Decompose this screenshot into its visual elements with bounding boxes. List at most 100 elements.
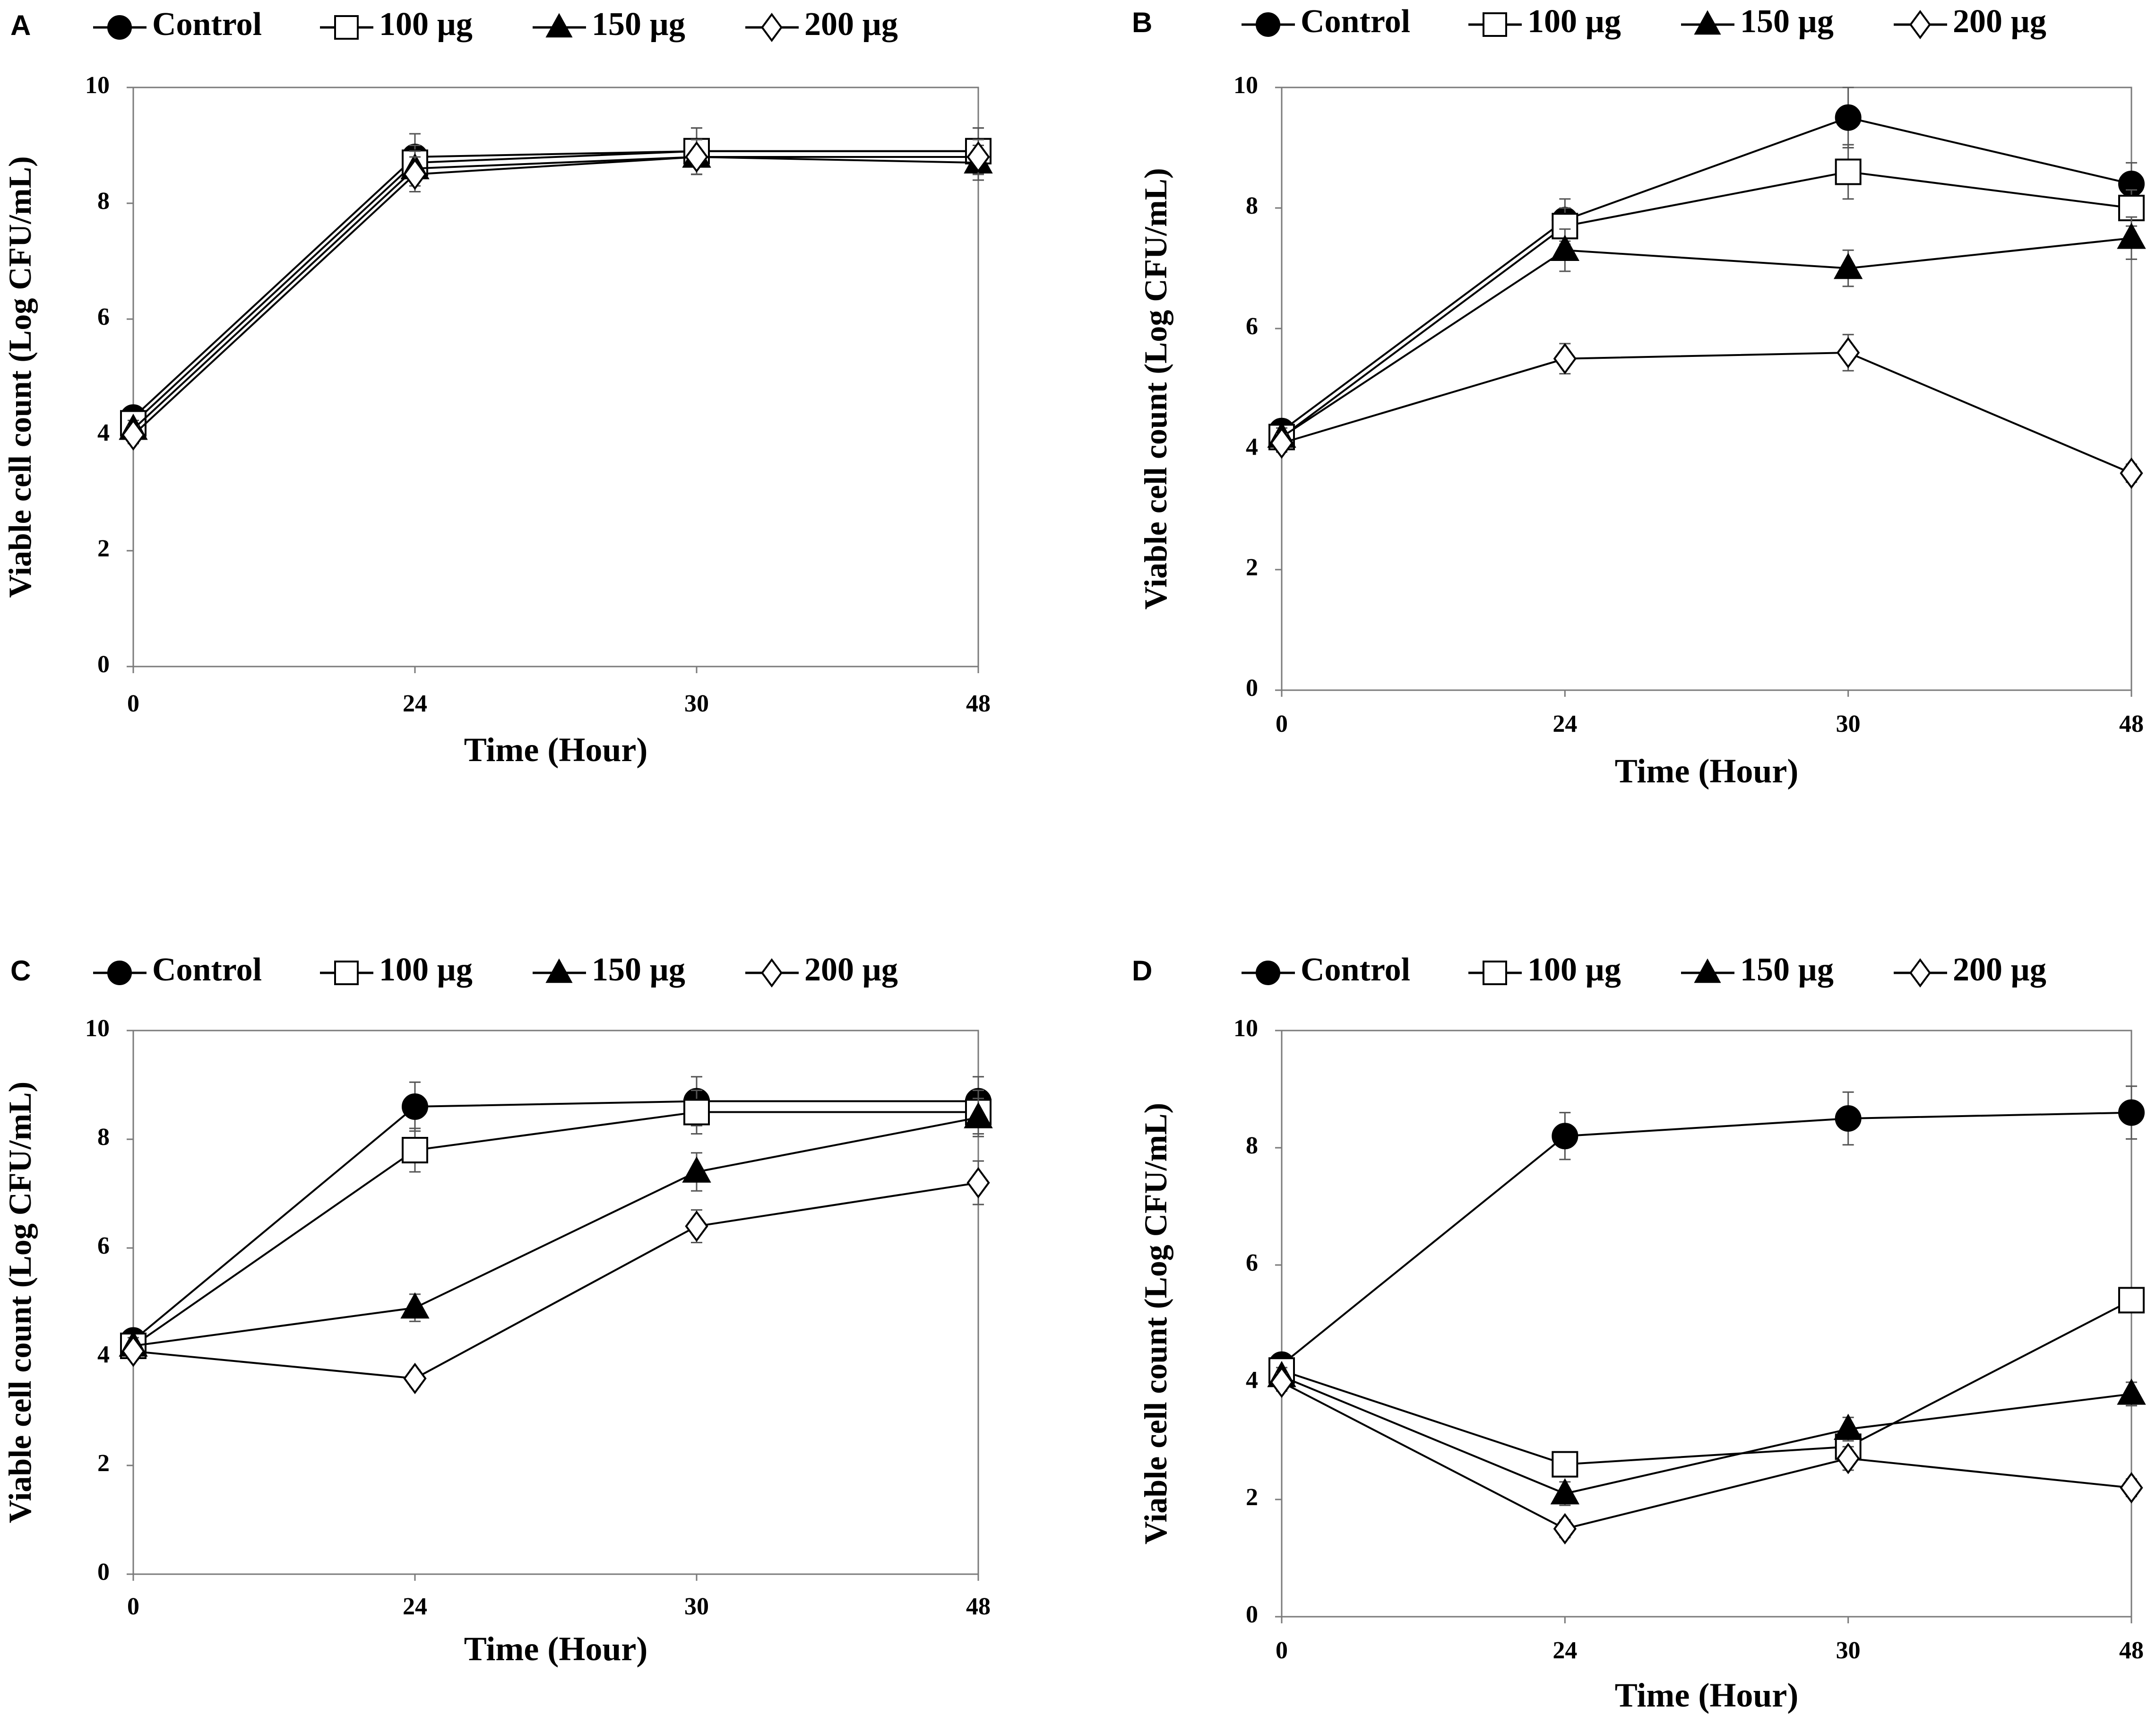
series-100-ug bbox=[1268, 144, 2145, 451]
data-point bbox=[1835, 158, 1862, 185]
series-line bbox=[1281, 351, 2132, 474]
panel-letter: A bbox=[10, 9, 31, 41]
series-control bbox=[1268, 1085, 2145, 1378]
legend-label: Control bbox=[152, 952, 262, 988]
legend-label: 150 µg bbox=[1740, 3, 1834, 40]
x-axis-label: Time (Hour) bbox=[1615, 752, 1799, 790]
legend-label: Control bbox=[1301, 3, 1410, 40]
x-tick-label: 24 bbox=[1552, 1637, 1577, 1664]
series-100-ug bbox=[120, 127, 992, 437]
x-tick-label: 48 bbox=[2119, 1637, 2144, 1664]
data-point bbox=[402, 1137, 428, 1163]
plot-area bbox=[132, 1030, 979, 1575]
data-point bbox=[2120, 1472, 2143, 1504]
data-point bbox=[403, 1362, 427, 1395]
legend-label: 100 µg bbox=[1527, 3, 1621, 40]
x-tick-label: 48 bbox=[2119, 711, 2144, 737]
data-point bbox=[1837, 1442, 1860, 1474]
legend-label: 150 µg bbox=[1740, 952, 1834, 988]
x-tick-label: 0 bbox=[1276, 711, 1288, 737]
series-200-ug bbox=[121, 139, 990, 451]
legend: Control 100 µg 150 µg 200 µg bbox=[1242, 3, 2046, 40]
x-tick-label: 30 bbox=[684, 690, 709, 717]
legend-circle-filled-icon bbox=[1256, 961, 1280, 985]
y-tick-label: 4 bbox=[97, 419, 110, 446]
y-tick-label: 6 bbox=[1246, 1249, 1258, 1276]
data-point bbox=[1833, 1413, 1863, 1440]
data-point bbox=[1835, 1105, 1862, 1132]
data-point bbox=[2118, 195, 2145, 221]
data-point bbox=[402, 1093, 428, 1120]
data-point bbox=[1837, 337, 1860, 369]
legend-circle-filled-icon bbox=[107, 961, 132, 985]
data-point bbox=[2117, 223, 2146, 249]
series-line bbox=[132, 156, 978, 436]
series-150-ug bbox=[1267, 216, 2146, 448]
x-tick-label: 24 bbox=[403, 690, 427, 717]
legend-item-200-ug: 200 µg bbox=[1894, 3, 2046, 40]
series-line bbox=[1281, 1111, 2132, 1366]
series-line bbox=[1281, 1381, 2132, 1530]
legend-label: 200 µg bbox=[804, 952, 898, 988]
data-point bbox=[2120, 457, 2143, 489]
legend-item-150-ug: 150 µg bbox=[533, 6, 685, 43]
data-point bbox=[400, 1292, 430, 1319]
y-axis-label: Viable cell count (Log CFU/mL) bbox=[1138, 1103, 1173, 1544]
y-tick-label: 6 bbox=[97, 303, 110, 330]
legend-item-200-ug: 200 µg bbox=[745, 952, 898, 988]
legend-item-150-ug: 150 µg bbox=[1681, 3, 1834, 40]
series-line bbox=[1281, 237, 2132, 438]
legend-item-200-ug: 200 µg bbox=[745, 6, 898, 43]
series-line bbox=[133, 1117, 979, 1347]
series-line bbox=[132, 150, 978, 424]
legend-item-control: Control bbox=[1242, 3, 1410, 40]
legend-label: 100 µg bbox=[379, 952, 473, 988]
legend-triangle-filled-icon bbox=[1694, 10, 1721, 35]
y-tick-label: 10 bbox=[85, 72, 110, 99]
data-point bbox=[966, 1167, 990, 1199]
legend-label: Control bbox=[152, 6, 262, 43]
y-tick-label: 8 bbox=[1246, 1132, 1258, 1159]
x-tick-label: 0 bbox=[1276, 1637, 1288, 1664]
series-control bbox=[120, 127, 992, 431]
legend-diamond-open-icon bbox=[1909, 958, 1931, 988]
y-tick-label: 2 bbox=[1246, 1484, 1258, 1511]
y-tick-label: 2 bbox=[97, 535, 110, 562]
data-point bbox=[1270, 1366, 1294, 1398]
data-point bbox=[1270, 427, 1294, 459]
legend-label: 200 µg bbox=[804, 6, 898, 43]
y-tick-label: 4 bbox=[1246, 433, 1258, 460]
x-tick-label: 30 bbox=[1836, 1637, 1861, 1664]
y-axis-label: Viable cell count (Log CFU/mL) bbox=[2, 1082, 38, 1523]
y-tick-label: 10 bbox=[85, 1015, 110, 1042]
legend: Control 100 µg 150 µg 200 µg bbox=[93, 6, 898, 43]
series-200-ug bbox=[1270, 334, 2143, 489]
x-tick-label: 48 bbox=[966, 690, 991, 717]
plot-area bbox=[132, 87, 979, 667]
legend-label: 200 µg bbox=[1953, 952, 2046, 988]
legend-square-open-icon bbox=[334, 961, 359, 985]
legend: Control 100 µg 150 µg 200 µg bbox=[1242, 952, 2046, 988]
y-tick-label: 6 bbox=[97, 1232, 110, 1259]
legend-label: 150 µg bbox=[592, 6, 685, 43]
y-tick-label: 0 bbox=[1246, 675, 1258, 702]
data-point bbox=[1550, 234, 1580, 261]
series-line bbox=[1281, 1299, 2132, 1465]
series-line bbox=[132, 1111, 978, 1347]
series-100-ug bbox=[120, 1090, 992, 1359]
series-control bbox=[1268, 87, 2145, 444]
x-tick-label: 30 bbox=[1836, 711, 1861, 737]
data-point bbox=[683, 1099, 710, 1126]
legend-label: 100 µg bbox=[379, 6, 473, 43]
legend-circle-filled-icon bbox=[1256, 12, 1280, 37]
y-tick-label: 0 bbox=[97, 651, 110, 678]
legend-item-100-ug: 100 µg bbox=[1468, 952, 1621, 988]
legend-diamond-open-icon bbox=[761, 958, 783, 988]
legend-square-open-icon bbox=[334, 15, 359, 40]
x-tick-label: 0 bbox=[127, 1593, 139, 1620]
series-line bbox=[132, 156, 979, 430]
legend-label: 100 µg bbox=[1527, 952, 1621, 988]
